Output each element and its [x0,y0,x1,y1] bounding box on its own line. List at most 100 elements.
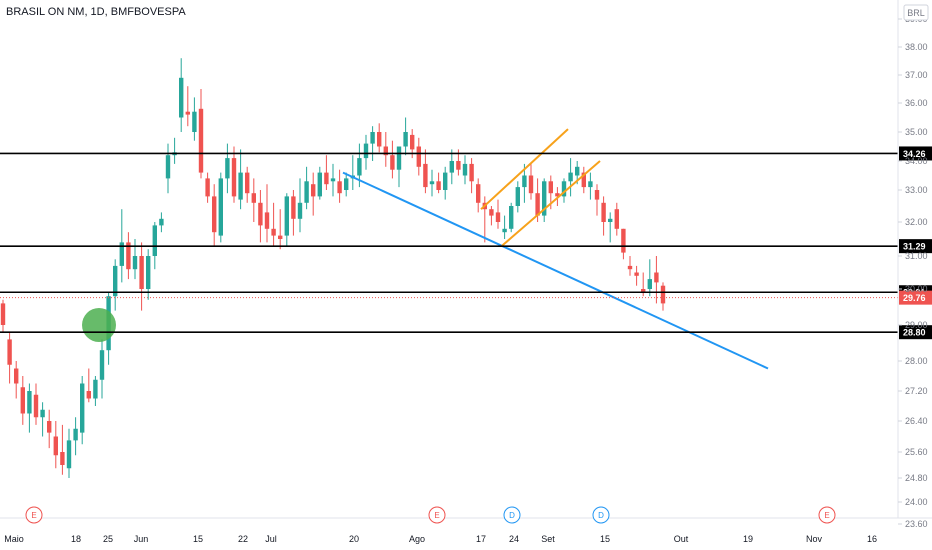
event-marker[interactable]: E [818,506,836,524]
candle-body [284,196,289,236]
candle [172,137,177,164]
candle-body [113,265,118,297]
candle-body [462,163,468,176]
channel-upper-line[interactable] [480,128,569,210]
time-tick-label: Ago [409,534,425,544]
price-axis[interactable]: 39.0038.0037.0036.0035.0034.0033.0032.00… [898,14,928,529]
candle-body [509,206,514,229]
candle-body [73,428,78,441]
event-marker[interactable]: E [25,506,43,524]
candle [238,149,243,210]
candle [528,163,534,200]
channel-lower-line[interactable] [501,160,601,247]
time-tick-label: 19 [743,534,753,544]
candle [561,178,567,203]
event-marker[interactable]: D [503,506,521,524]
time-tick-label: Jun [134,534,149,544]
candle [231,146,237,203]
price-tick-label: 25.60 [905,447,928,457]
time-tick-label: Out [674,534,689,544]
event-marker-circle [592,506,610,524]
candle-body [86,391,91,399]
candle-body [344,178,349,190]
price-tick-label: 26.40 [905,416,928,426]
time-tick-label: Maio [4,534,24,544]
event-marker[interactable]: D [592,506,610,524]
candle [53,421,58,469]
candle [278,209,283,250]
candle-body [568,172,573,182]
candle [297,178,303,233]
candle-body [80,383,85,433]
candle [60,424,65,475]
candle [654,256,659,304]
candle [462,155,468,185]
candle [93,376,98,406]
candle [198,89,204,179]
candle [291,190,296,236]
candle-body [594,190,600,200]
candle-body [476,184,481,203]
candle-body [555,193,560,197]
candle-body [264,212,270,229]
candle-body [212,196,217,233]
candle-body [601,202,606,222]
trendline[interactable] [342,171,769,370]
candle-body [515,187,520,206]
highlight-circle[interactable] [82,308,116,342]
candle-body [621,228,626,253]
candle-body [132,256,138,270]
candle [86,368,91,403]
candle-body [535,193,540,216]
candle-body [93,379,98,399]
candle-body [410,134,415,150]
candle [634,265,639,286]
candle-body [60,452,65,465]
candle-body [251,193,256,203]
candle-body [165,155,171,179]
candle-body [304,181,309,203]
time-tick-label: 16 [867,534,877,544]
candle-body [126,242,131,270]
currency-badge[interactable]: BRL [903,4,929,21]
event-marker-label: E [31,511,36,520]
price-tick-label: 23.60 [905,519,928,529]
candle-body [502,228,507,233]
candle [99,339,105,399]
event-marker-circle [428,506,446,524]
candle [258,190,263,243]
level-price-tag [899,325,932,340]
candle-body [449,161,454,173]
candle-body [542,181,547,216]
time-axis[interactable]: Maio 18 25 Jun 15 22 Jul 20 Ago 17 24 Set 15 Out 19 Nov… [4,534,877,544]
last-price-text: 29.76 [903,293,926,303]
time-tick-label: 18 [71,534,81,544]
candle [113,259,118,311]
candle-body [660,285,666,304]
candle [126,232,131,280]
candle [469,158,474,194]
candle-body [53,436,58,456]
level-price-text: 34.26 [903,149,926,159]
candle-body [561,181,567,197]
price-tick-label: 34.00 [905,156,928,166]
candle [614,202,619,236]
candle [271,202,276,246]
candle [390,140,395,179]
price-tick-label: 33.00 [905,185,928,195]
event-marker[interactable]: E [428,506,446,524]
last-price-tag [899,290,932,305]
candle [363,134,369,170]
candle [192,97,197,141]
candle-body [528,175,534,194]
candle [449,149,454,185]
candle [80,376,85,445]
candle-body [40,409,45,418]
price-tick-label: 38.00 [905,42,928,52]
candle [218,172,223,243]
price-tick-label: 37.00 [905,70,928,80]
candle-body [403,132,408,147]
candle-body [390,155,395,170]
